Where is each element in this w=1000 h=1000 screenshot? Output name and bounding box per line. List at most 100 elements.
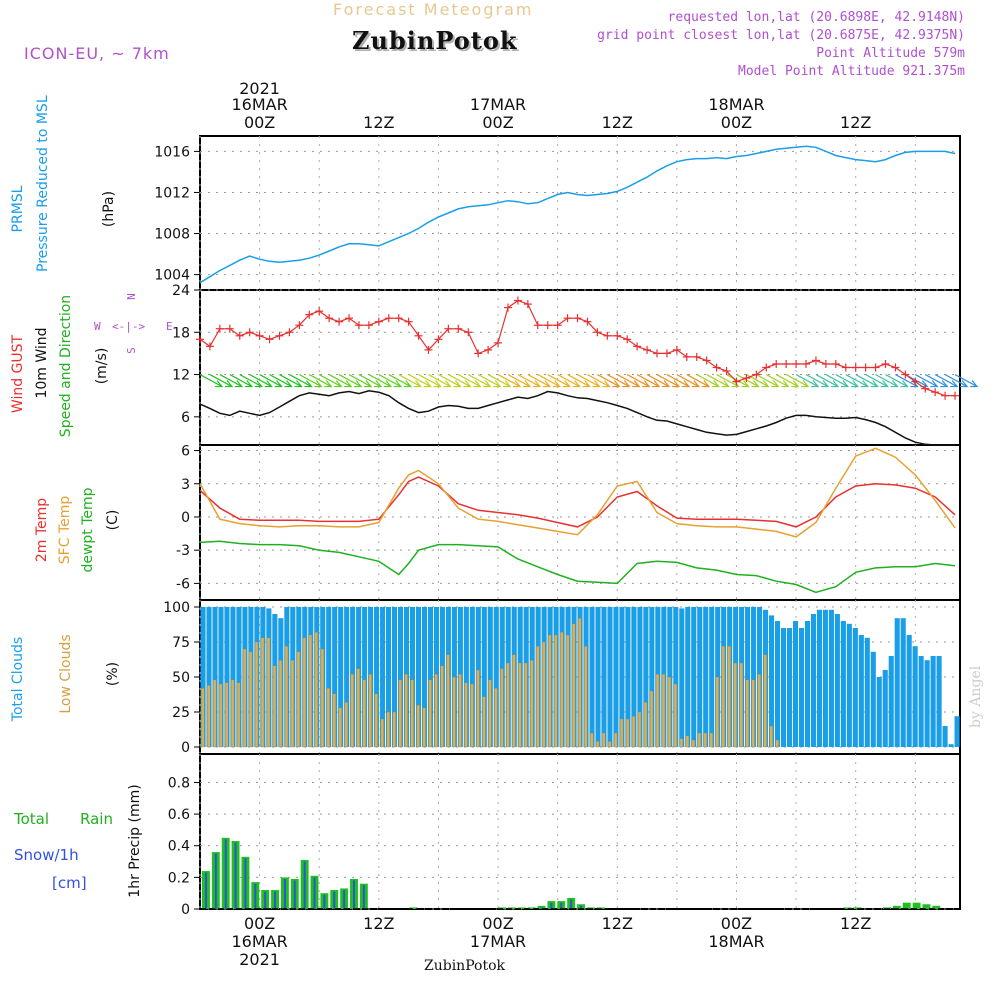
- precip-snow-bar: [293, 880, 296, 909]
- precip-snow-bar: [343, 890, 346, 909]
- cloud-total-bar: [631, 607, 637, 747]
- wind-direction-arrow: [626, 374, 650, 388]
- precip-snow-bar: [550, 902, 553, 909]
- legend-rain: Rain: [80, 810, 113, 828]
- wind-direction-arrow: [716, 374, 739, 388]
- precip-snow-bar: [214, 853, 217, 909]
- compass-arrows-icon: <-|->: [112, 320, 146, 333]
- cloud-total-bar: [218, 607, 224, 747]
- ytick-label-wind: 6: [181, 410, 190, 426]
- cloud-low-bar: [631, 716, 636, 748]
- ytick-label-precip: 0.4: [168, 839, 190, 855]
- wind-direction-arrow: [934, 374, 958, 388]
- temp-sfc-line: [199, 447, 956, 538]
- cloud-low-bar: [374, 693, 378, 748]
- cloud-low-bar: [727, 646, 732, 748]
- temp-dewpt-line: [199, 540, 956, 594]
- cloud-low-bar: [422, 707, 426, 748]
- cloud-low-bar: [530, 660, 534, 748]
- wind-direction-arrow: [706, 374, 729, 388]
- cloud-total-bar: [846, 623, 852, 747]
- cloud-total-bar: [930, 656, 936, 747]
- cloud-total-bar: [906, 635, 912, 747]
- cloud-low-bar: [248, 651, 253, 748]
- wind-direction-arrowhead: [522, 380, 532, 388]
- cloud-low-bar: [218, 683, 223, 748]
- ytick-label-clouds: 0: [181, 740, 190, 756]
- wind-direction-arrow: [368, 374, 392, 388]
- cloud-total-bar: [840, 621, 846, 747]
- ytick-label-pressure: 1012: [154, 185, 190, 201]
- model-name: ICON-EU, ~ 7km: [24, 44, 170, 63]
- wind-direction-arrow: [915, 374, 938, 388]
- wind-direction-arrow: [567, 374, 590, 388]
- wind-direction-arrow: [765, 374, 789, 388]
- cloud-low-bar: [350, 674, 354, 748]
- ytick-label-precip: 0.2: [168, 870, 190, 886]
- cloud-total-bar: [751, 607, 757, 747]
- wind-direction-arrowhead: [562, 380, 571, 388]
- cloud-low-bar: [536, 646, 540, 748]
- time-hour-top: 00Z: [482, 113, 513, 132]
- cloud-low-bar: [458, 674, 462, 748]
- cloud-low-bar: [446, 654, 450, 748]
- cloud-total-bar: [344, 607, 350, 747]
- cloud-low-bar: [619, 718, 624, 748]
- precip-snow-bar: [283, 878, 286, 909]
- cloud-low-bar: [242, 648, 247, 748]
- wind-direction-arrow: [547, 374, 570, 388]
- ytick-label-temperature: 3: [181, 477, 190, 493]
- wind-direction-arrowhead: [324, 380, 333, 388]
- cloud-low-bar: [266, 637, 271, 748]
- wind-direction-arrowhead: [463, 380, 472, 388]
- wind-direction-arrow: [835, 374, 859, 388]
- wind-direction-arrowhead: [334, 380, 343, 388]
- cloud-low-bar: [410, 679, 414, 748]
- wind-direction-arrow: [795, 374, 819, 388]
- wind-direction-arrowhead: [681, 380, 691, 388]
- cloud-low-bar: [745, 679, 749, 748]
- cloud-low-bar: [284, 646, 289, 748]
- wind-direction-arrow: [895, 374, 918, 388]
- cloud-total-bar: [882, 670, 888, 747]
- wind-direction-arrow: [428, 374, 451, 388]
- cloud-low-bar: [518, 662, 522, 748]
- cloud-low-bar: [470, 683, 474, 748]
- cloud-total-bar: [864, 637, 870, 747]
- wind-direction-arrowhead: [940, 380, 949, 388]
- cloud-low-bar: [338, 707, 343, 748]
- cloud-low-bar: [398, 679, 402, 748]
- cloud-low-bar: [392, 711, 396, 748]
- cloud-total-bar: [374, 607, 380, 747]
- cloud-total-bar: [769, 615, 775, 747]
- precip-rain-bar: [409, 907, 418, 909]
- cloud-total-bar: [230, 607, 236, 747]
- cloud-low-bar: [302, 637, 307, 748]
- cloud-total-bar: [487, 607, 493, 747]
- cloud-total-bar: [637, 607, 643, 747]
- cloud-low-bar: [613, 732, 618, 748]
- precip-snow-bar: [570, 899, 573, 909]
- wind-direction-arrow: [537, 374, 561, 388]
- wind-direction-arrow: [954, 374, 978, 388]
- precip-snow-bar: [204, 872, 207, 909]
- cloud-total-bar: [463, 607, 469, 747]
- cloud-low-bar: [230, 679, 235, 748]
- time-date-top: 16MAR: [231, 95, 287, 114]
- wind-direction-arrowhead: [572, 380, 581, 388]
- wind-direction-arrow: [865, 374, 888, 388]
- wind-direction-arrow: [686, 374, 710, 388]
- wind-direction-arrow: [259, 374, 282, 388]
- precip-rain-bar: [922, 904, 931, 909]
- wind-direction-arrowhead: [652, 380, 661, 388]
- cloud-low-bar: [697, 732, 702, 748]
- cloud-low-bar: [721, 646, 726, 748]
- cloud-total-bar: [786, 628, 793, 747]
- cloud-total-bar: [798, 628, 805, 747]
- cloud-low-bar: [314, 632, 319, 748]
- time-hour-top: 00Z: [721, 113, 752, 132]
- wind-direction-arrow: [467, 374, 491, 388]
- cloud-low-bar: [482, 696, 486, 748]
- cloud-total-bar: [954, 716, 960, 747]
